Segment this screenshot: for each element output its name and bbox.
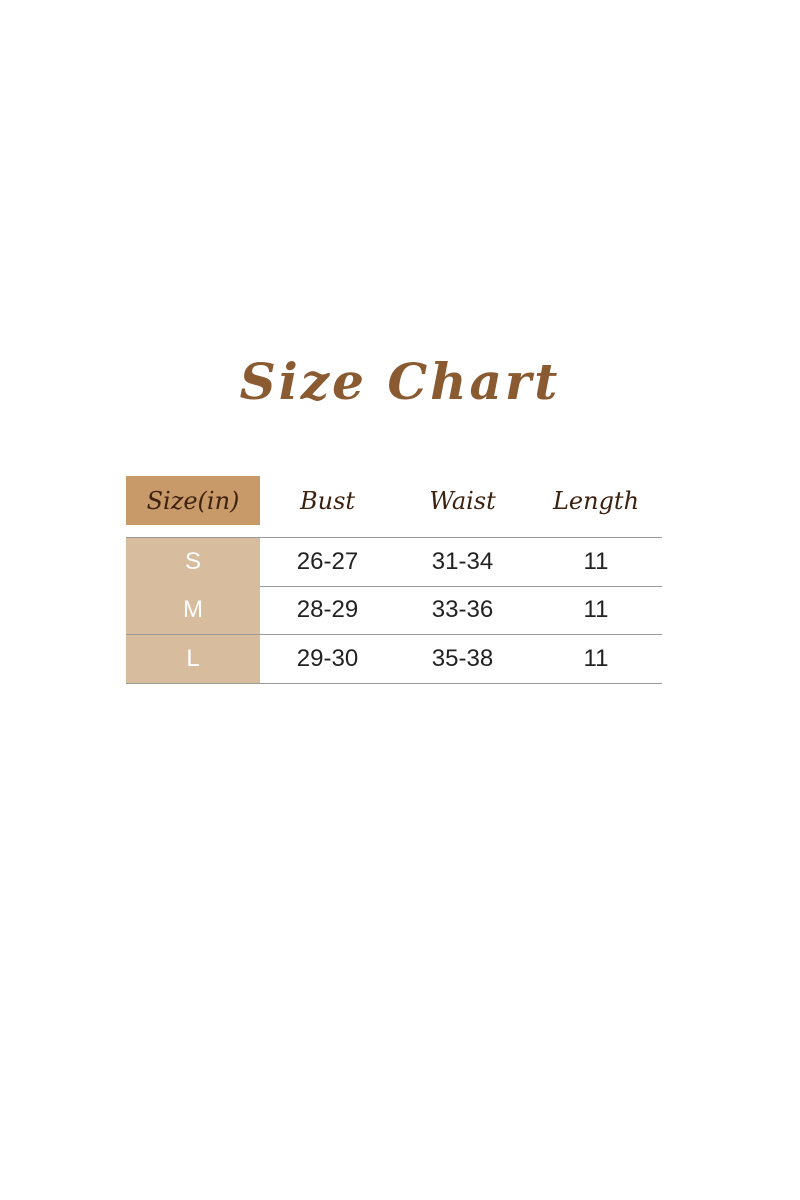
length-cell: 11 (583, 596, 609, 623)
size-cell: M (126, 586, 260, 634)
table-row: S 26-27 31-34 11 (126, 537, 662, 587)
header-length: Length (552, 486, 640, 515)
page-title: Size Chart (239, 352, 561, 411)
size-cell: L (126, 635, 260, 683)
waist-cell: 31-34 (431, 548, 494, 575)
waist-cell: 35-38 (431, 645, 494, 672)
bust-cell: 26-27 (296, 548, 359, 575)
table-row: M 28-29 33-36 11 (126, 586, 662, 635)
bust-cell: 28-29 (296, 596, 359, 623)
header-bust: Bust (299, 486, 356, 515)
length-cell: 11 (583, 645, 609, 672)
bust-cell: 29-30 (296, 645, 359, 672)
waist-cell: 33-36 (431, 596, 494, 623)
length-cell: 11 (583, 548, 609, 575)
header-size: Size(in) (126, 476, 260, 525)
table-row: L 29-30 35-38 11 (126, 635, 662, 684)
header-waist: Waist (429, 486, 496, 515)
size-cell: S (126, 538, 260, 586)
